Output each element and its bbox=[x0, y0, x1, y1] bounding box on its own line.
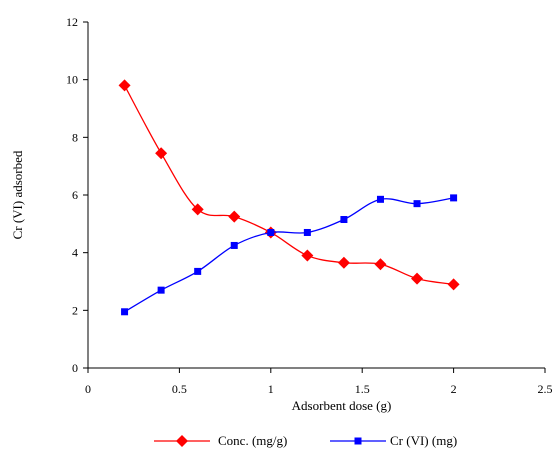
data-point bbox=[374, 258, 387, 271]
plot-area bbox=[118, 79, 460, 316]
legend-entry: Cr (VI) (mg) bbox=[330, 433, 457, 448]
x-axis-title: Adsorbent dose (g) bbox=[292, 398, 392, 413]
data-point bbox=[450, 194, 458, 202]
data-point bbox=[337, 256, 350, 269]
data-point bbox=[267, 228, 275, 236]
x-tick-label: 0.5 bbox=[172, 382, 187, 396]
data-point bbox=[121, 308, 129, 316]
x-ticks: 0 0.5 1 1.5 2 2.5 bbox=[85, 368, 553, 396]
data-point bbox=[230, 241, 238, 249]
y-tick-label: 12 bbox=[66, 15, 78, 29]
y-tick-label: 0 bbox=[72, 361, 78, 375]
data-point bbox=[157, 286, 165, 294]
y-tick-label: 2 bbox=[72, 303, 78, 317]
y-ticks: 0 2 4 6 8 10 12 bbox=[66, 15, 88, 375]
series-2 bbox=[121, 194, 458, 316]
data-point bbox=[376, 195, 384, 203]
legend-swatch-marker bbox=[176, 435, 188, 447]
legend-label: Cr (VI) (mg) bbox=[390, 433, 457, 448]
x-tick-label: 2.5 bbox=[538, 382, 553, 396]
x-tick-label: 1 bbox=[268, 382, 274, 396]
y-tick-label: 8 bbox=[72, 130, 78, 144]
data-point bbox=[301, 249, 314, 262]
data-point bbox=[340, 216, 348, 224]
data-point bbox=[411, 272, 424, 285]
x-tick-label: 2 bbox=[451, 382, 457, 396]
legend-label: Conc. (mg/g) bbox=[218, 433, 287, 448]
legend: Conc. (mg/g) Cr (VI) (mg) bbox=[154, 433, 457, 448]
y-tick-label: 10 bbox=[66, 73, 78, 87]
data-point bbox=[228, 210, 241, 223]
data-point bbox=[447, 278, 460, 291]
y-tick-label: 4 bbox=[72, 246, 78, 260]
legend-swatch-marker bbox=[354, 437, 362, 445]
data-point bbox=[155, 147, 168, 160]
x-tick-label: 1.5 bbox=[355, 382, 370, 396]
series-line bbox=[124, 197, 454, 313]
x-tick-label: 0 bbox=[85, 382, 91, 396]
data-point bbox=[303, 228, 311, 236]
legend-entry: Conc. (mg/g) bbox=[154, 433, 287, 448]
series-line bbox=[123, 85, 454, 286]
series-1 bbox=[118, 79, 460, 291]
y-axis-title: Cr (VI) adsorbed bbox=[10, 150, 25, 239]
axes: 0 2 4 6 8 10 12 0 0.5 1 1.5 2 2.5 bbox=[66, 15, 553, 396]
data-point bbox=[191, 203, 204, 216]
data-point bbox=[118, 79, 131, 92]
y-tick-label: 6 bbox=[72, 188, 78, 202]
data-point bbox=[413, 200, 421, 208]
data-point bbox=[194, 267, 202, 275]
